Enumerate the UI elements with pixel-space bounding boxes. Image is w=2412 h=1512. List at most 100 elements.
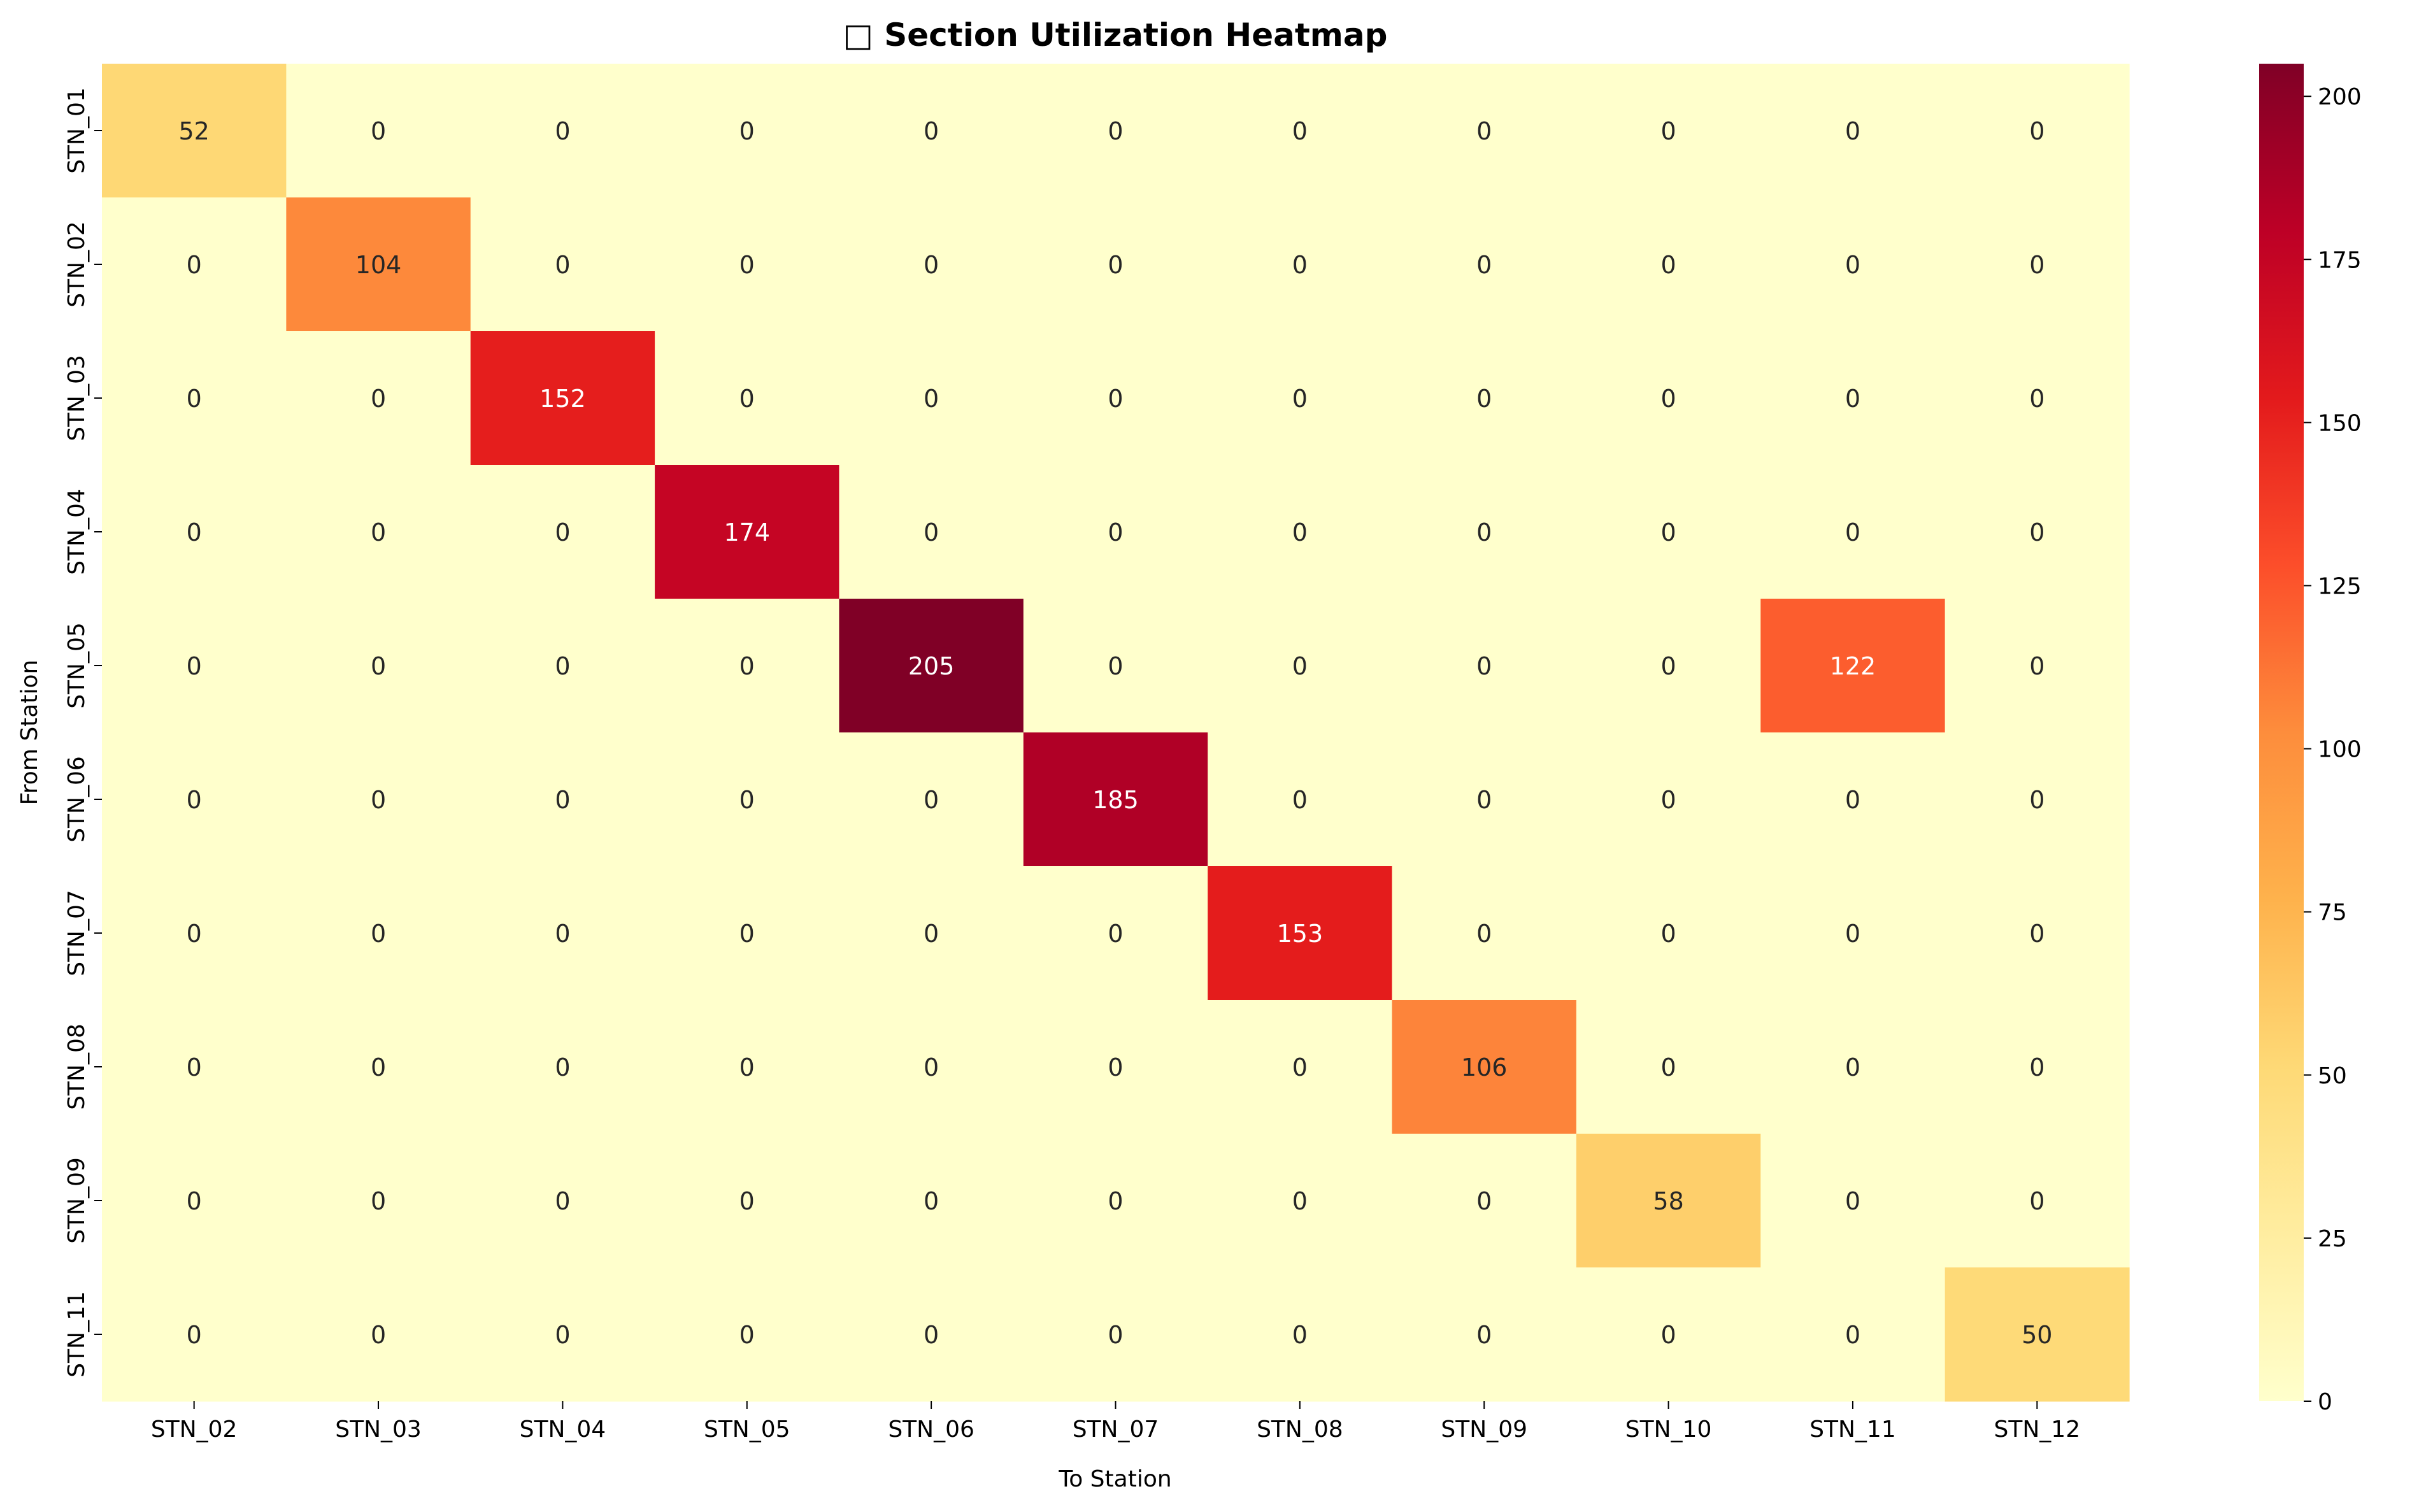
heatmap-cell	[839, 1134, 1024, 1268]
heatmap-cell	[102, 465, 287, 599]
heatmap-cell	[1945, 1267, 2130, 1402]
heatmap-cell	[1945, 197, 2130, 332]
cell-value-label: 106	[1461, 1053, 1508, 1081]
heatmap-cell	[839, 599, 1024, 733]
cell-value-label: 0	[371, 786, 386, 814]
heatmap-cell	[470, 599, 655, 733]
colorbar: 0 25 50 75 100 125 150 175 200	[2259, 64, 2362, 1415]
heatmap-cell	[655, 331, 840, 466]
heatmap-cell	[1023, 866, 1208, 1001]
cell-value-label: 0	[371, 117, 386, 145]
x-axis-label: To Station	[1058, 1466, 1171, 1492]
cell-value-label: 0	[1108, 251, 1123, 279]
cell-value-label: 0	[1108, 1187, 1123, 1215]
colorbar-tick-label: 150	[2318, 410, 2362, 436]
heatmap-cell	[1023, 331, 1208, 466]
heatmap-cell	[1945, 1000, 2130, 1134]
cell-value-label: 0	[555, 117, 570, 145]
cell-value-label: 185	[1092, 786, 1139, 814]
colorbar-tick-label: 200	[2318, 84, 2362, 110]
heatmap-cell	[655, 1267, 840, 1402]
heatmap-cell	[1208, 197, 1393, 332]
heatmap-cell	[1760, 1134, 1946, 1268]
colorbar-tick-label: 50	[2318, 1063, 2347, 1089]
x-tick-label: STN_07	[1073, 1416, 1159, 1443]
heatmap-cell	[1023, 599, 1208, 733]
cell-value-label: 0	[924, 117, 939, 145]
cell-value-label: 0	[2029, 920, 2044, 948]
heatmap-cell	[1945, 732, 2130, 867]
cell-value-label: 0	[1845, 920, 1860, 948]
heatmap-cell	[1392, 732, 1577, 867]
cell-value-label: 0	[1108, 117, 1123, 145]
heatmap-cell	[102, 732, 287, 867]
y-tick-label: STN_04	[64, 489, 90, 575]
heatmap-cell	[1023, 732, 1208, 867]
heatmap-cell	[1576, 197, 1761, 332]
heatmap-cell	[655, 866, 840, 1001]
heatmap-cell	[1576, 732, 1761, 867]
cell-value-label: 0	[1108, 518, 1123, 546]
heatmap-cell	[655, 599, 840, 733]
chart-title: □ Section Utilization Heatmap	[843, 17, 1388, 53]
x-tick-label: STN_12	[1994, 1416, 2081, 1443]
cell-value-label: 0	[555, 251, 570, 279]
heatmap-cell	[655, 197, 840, 332]
heatmap-cell	[1208, 1134, 1393, 1268]
cell-value-label: 0	[555, 1187, 570, 1215]
colorbar-tick-label: 100	[2318, 737, 2362, 763]
cell-value-label: 0	[371, 1187, 386, 1215]
heatmap-cell	[655, 732, 840, 867]
heatmap-cell	[286, 197, 471, 332]
heatmap-cell	[1576, 1267, 1761, 1402]
cell-value-label: 0	[1292, 518, 1308, 546]
y-tick-label: STN_01	[64, 87, 90, 174]
colorbar-tick-label: 0	[2318, 1389, 2332, 1415]
cell-value-label: 0	[1476, 1187, 1492, 1215]
heatmap-cell	[102, 1134, 287, 1268]
heatmap-cell	[102, 197, 287, 332]
cell-value-label: 52	[179, 117, 210, 145]
heatmap-cell	[1208, 1267, 1393, 1402]
heatmap-cell	[1760, 1267, 1946, 1402]
y-tick-label: STN_07	[64, 890, 90, 976]
cell-value-label: 50	[2022, 1321, 2052, 1349]
cell-value-label: 0	[1660, 518, 1676, 546]
colorbar-tick-label: 125	[2318, 574, 2362, 600]
cell-value-label: 0	[2029, 117, 2044, 145]
cell-value-label: 0	[1108, 385, 1123, 413]
heatmap-cell	[470, 1267, 655, 1402]
cell-value-label: 0	[1292, 385, 1308, 413]
heatmap-cells: 52 0 0 0 0 0 0 0 0 0 0 0 104 0 0 0 0 0 0 0 0 0 0 0 152 0 0 0 0 0 0 0 0 0 0…	[102, 64, 2130, 1402]
heatmap-cell	[470, 64, 655, 198]
heatmap-cell	[655, 64, 840, 198]
cell-value-label: 0	[924, 1053, 939, 1081]
heatmap-cell	[1945, 331, 2130, 466]
heatmap-cell	[286, 465, 471, 599]
heatmap-cell	[1576, 1000, 1761, 1134]
cell-value-label: 0	[1660, 1053, 1676, 1081]
heatmap-cell	[1760, 732, 1946, 867]
heatmap-cell	[286, 866, 471, 1001]
cell-value-label: 0	[1845, 1321, 1860, 1349]
heatmap-cell	[1945, 866, 2130, 1001]
heatmap-cell	[102, 1000, 287, 1134]
cell-value-label: 0	[1292, 1187, 1308, 1215]
heatmap-cell	[1392, 197, 1577, 332]
cell-value-label: 0	[1660, 920, 1676, 948]
colorbar-tick-label: 75	[2318, 900, 2347, 926]
cell-value-label: 0	[1845, 1187, 1860, 1215]
heatmap-cell	[1023, 1000, 1208, 1134]
x-tick-label: STN_08	[1257, 1416, 1343, 1443]
cell-value-label: 0	[187, 652, 202, 680]
y-tick-label: STN_05	[64, 622, 90, 709]
cell-value-label: 152	[539, 385, 586, 413]
heatmap-cell	[1576, 465, 1761, 599]
cell-value-label: 0	[555, 1053, 570, 1081]
heatmap-cell	[1576, 1134, 1761, 1268]
cell-value-label: 0	[187, 385, 202, 413]
cell-value-label: 0	[187, 920, 202, 948]
cell-value-label: 0	[924, 920, 939, 948]
